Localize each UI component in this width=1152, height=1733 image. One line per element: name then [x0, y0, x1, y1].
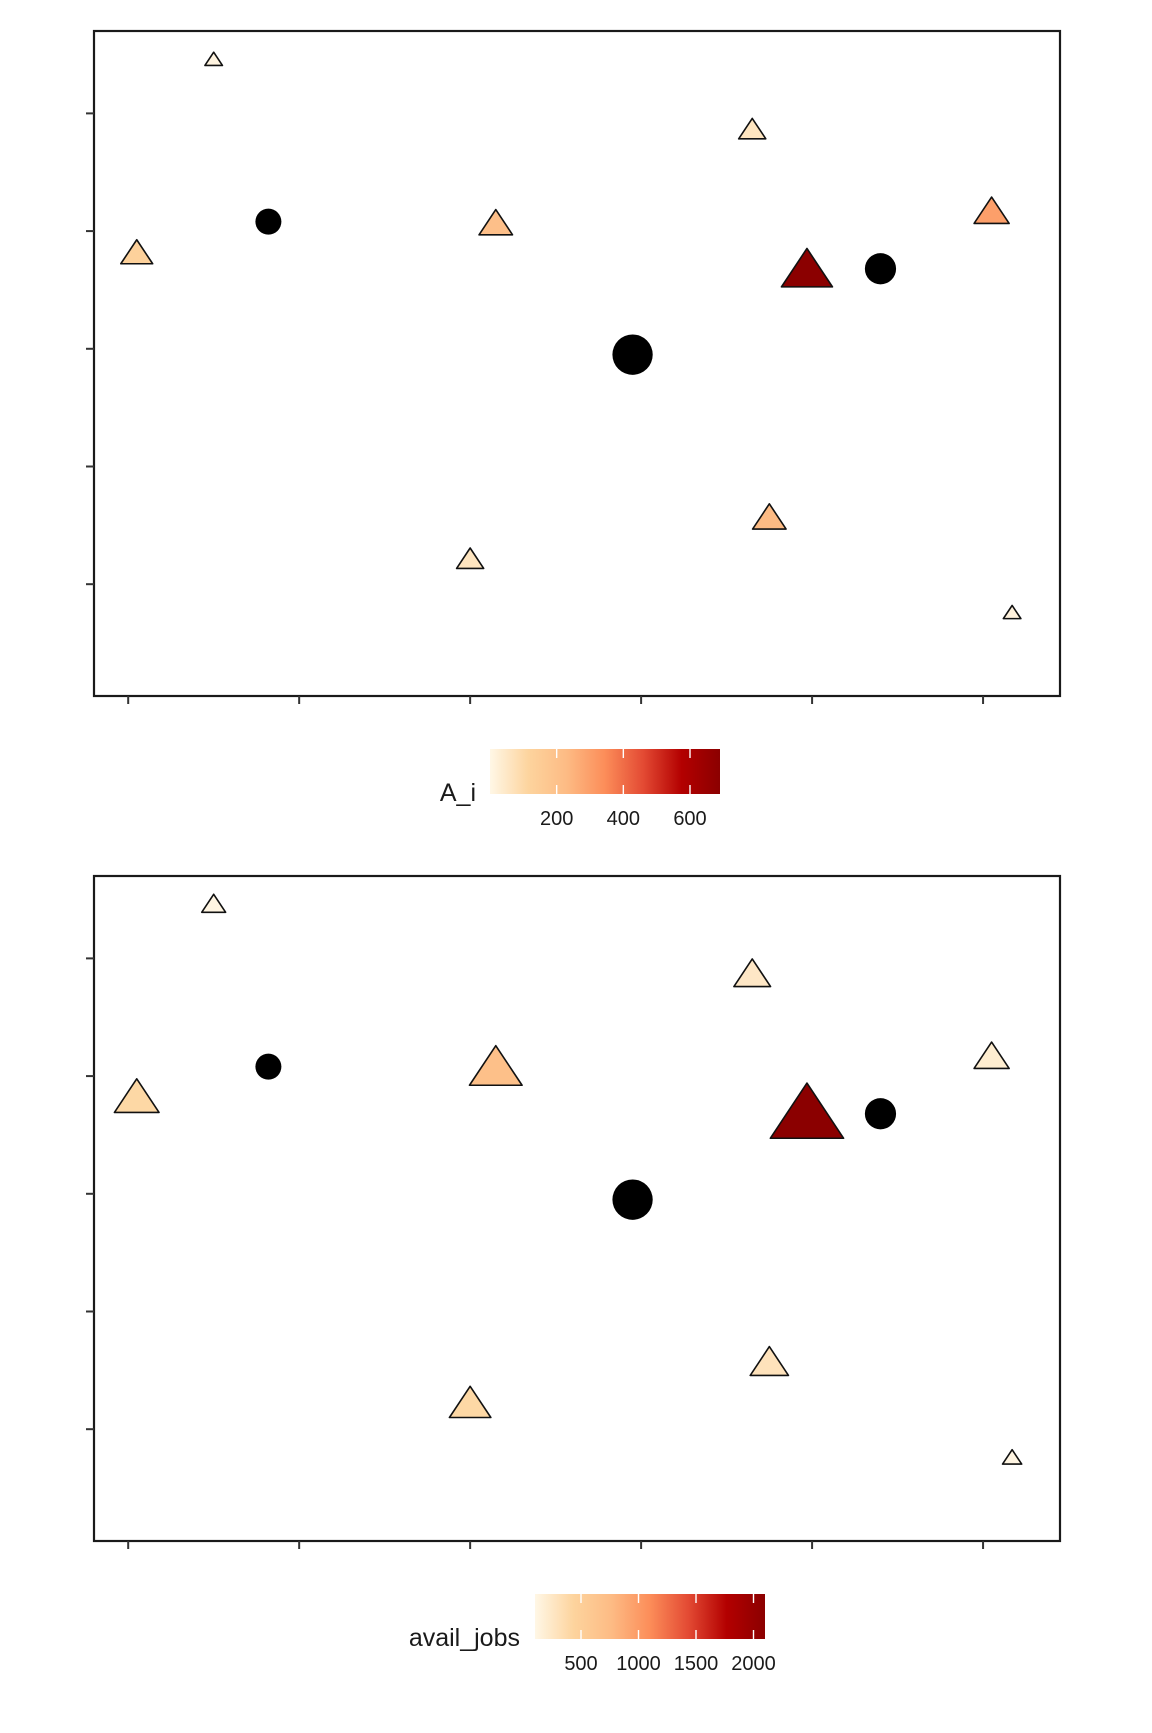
- triangle-point: [737, 117, 767, 140]
- colorbar-tick-label: 400: [607, 808, 640, 830]
- triangle-point: [1002, 604, 1022, 620]
- triangle-point: [780, 247, 834, 288]
- circle-point: [255, 208, 282, 235]
- triangle-point: [973, 1041, 1010, 1070]
- triangle-point: [468, 1044, 523, 1087]
- plot-frame: [92, 29, 1062, 698]
- colorbar-tick-label: 600: [673, 808, 706, 830]
- triangle-point: [455, 547, 485, 570]
- colorbar-tick-label: 200: [540, 808, 573, 830]
- triangle-point: [751, 503, 787, 530]
- circle-point: [612, 1179, 653, 1220]
- circle-point: [864, 253, 897, 285]
- triangle-point: [120, 238, 154, 265]
- triangle-point: [204, 51, 224, 67]
- chart-panel-1: 200 400 600 A_i: [86, 29, 1062, 830]
- colorbar-legend: 500 1000 1500 2000 avail_jobs: [409, 1594, 776, 1675]
- colorbar: [490, 749, 720, 794]
- chart-panel-2: 500 1000 1500 2000 avail_jobs: [86, 874, 1062, 1675]
- circle-point: [255, 1053, 282, 1080]
- colorbar-tick-label: 1000: [616, 1653, 661, 1675]
- triangle-point: [448, 1385, 492, 1419]
- triangle-point: [749, 1345, 790, 1377]
- plot-frame: [92, 874, 1062, 1543]
- colorbar-tick-label: 500: [564, 1653, 597, 1675]
- triangle-point: [1001, 1448, 1023, 1465]
- colorbar-title: A_i: [440, 779, 476, 807]
- colorbar-tick-label: 2000: [731, 1653, 776, 1675]
- colorbar-tick-label: 1500: [674, 1653, 719, 1675]
- circle-point: [612, 334, 653, 375]
- triangle-point: [769, 1082, 845, 1140]
- triangle-point: [973, 196, 1010, 225]
- triangle-point: [113, 1077, 160, 1114]
- triangle-point: [733, 958, 772, 988]
- colorbar-title: avail_jobs: [409, 1624, 520, 1652]
- circle-point: [864, 1098, 897, 1130]
- colorbar-legend: 200 400 600 A_i: [440, 749, 720, 830]
- colorbar: [535, 1594, 765, 1639]
- triangle-point: [200, 893, 227, 914]
- triangle-point: [478, 208, 514, 236]
